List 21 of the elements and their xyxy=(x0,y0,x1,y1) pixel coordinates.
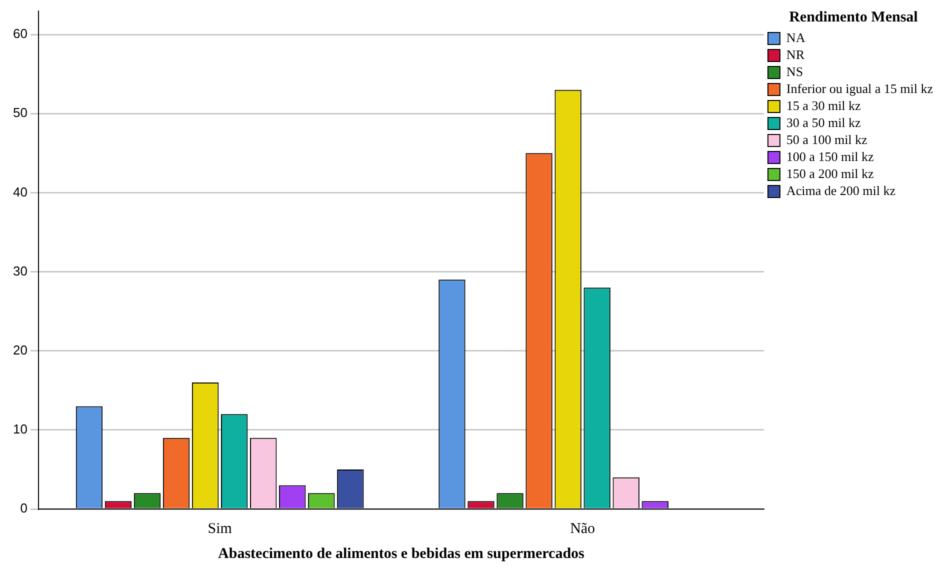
y-tick-label: 40 xyxy=(12,184,28,200)
legend-label: 150 a 200 mil kz xyxy=(786,166,874,181)
legend-title: Rendimento Mensal xyxy=(789,9,918,26)
legend-label: Inferior ou igual a 15 mil kz xyxy=(786,80,934,96)
y-tick-label: 50 xyxy=(12,105,28,120)
legend-label: NS xyxy=(786,64,804,79)
x-tick-label: Não xyxy=(570,520,596,537)
legend-label: 15 a 30 mil kz xyxy=(786,98,862,113)
x-tick-label: Sim xyxy=(208,520,232,537)
legend-label: 100 a 150 mil kz xyxy=(786,148,874,164)
legend-label: NA xyxy=(786,30,806,45)
y-tick-label: 60 xyxy=(12,26,28,42)
y-tick-label: 10 xyxy=(12,422,28,436)
legend-label: 50 a 100 mil kz xyxy=(786,132,868,147)
legend-label: NR xyxy=(786,46,805,62)
x-axis-title: Abastecimento de alimentos e bebidas em supermercados xyxy=(218,546,585,562)
y-tick-label: 0 xyxy=(20,500,28,516)
legend-label: Acima de 200 mil kz xyxy=(786,182,896,198)
y-tick-label: 20 xyxy=(12,342,28,358)
legend-label: 30 a 50 mil kz xyxy=(786,114,862,130)
y-tick-label: 30 xyxy=(12,263,28,278)
